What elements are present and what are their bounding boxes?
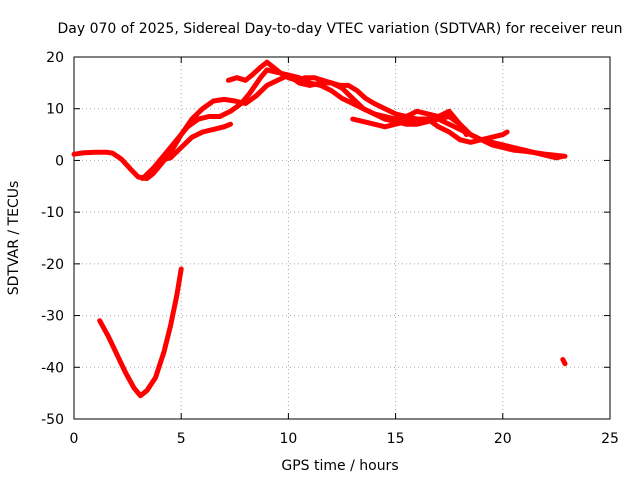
x-tick-label: 0 bbox=[70, 431, 79, 447]
tick-layer: 0 5 10 15 20 25 -50 -40 -30 -20 -10 0 10 20 bbox=[41, 50, 619, 447]
series-line-trace-3 bbox=[157, 121, 233, 163]
y-tick-label: 20 bbox=[46, 50, 64, 66]
y-tick-label: -20 bbox=[41, 257, 64, 273]
y-tick-label: -10 bbox=[41, 205, 64, 221]
x-tick-label: 10 bbox=[279, 431, 297, 447]
chart-title: Day 070 of 2025, Sidereal Day-to-day VTE… bbox=[57, 21, 622, 37]
series-line-trace-7 bbox=[560, 357, 568, 367]
y-tick-label: 10 bbox=[46, 102, 64, 118]
grid-layer bbox=[74, 57, 610, 419]
series-line-trace-1 bbox=[71, 72, 568, 181]
x-tick-label: 5 bbox=[177, 431, 186, 447]
x-tick-label: 15 bbox=[387, 431, 405, 447]
y-tick-label: -50 bbox=[41, 412, 64, 428]
x-tick-label: 20 bbox=[494, 431, 512, 447]
series-line-trace-2 bbox=[140, 67, 566, 181]
plot-area-frame bbox=[73, 56, 611, 420]
y-axis-label: SDTVAR / TECUs bbox=[6, 181, 22, 296]
series-line-trace-6 bbox=[97, 266, 184, 399]
y-tick-label: -30 bbox=[41, 309, 64, 325]
series-layer bbox=[71, 59, 568, 399]
y-tick-label: -40 bbox=[41, 360, 64, 376]
x-tick-label: 25 bbox=[601, 431, 619, 447]
series-line-trace-5 bbox=[350, 116, 510, 145]
y-tick-label: 0 bbox=[55, 153, 64, 169]
x-axis-label: GPS time / hours bbox=[281, 458, 398, 474]
